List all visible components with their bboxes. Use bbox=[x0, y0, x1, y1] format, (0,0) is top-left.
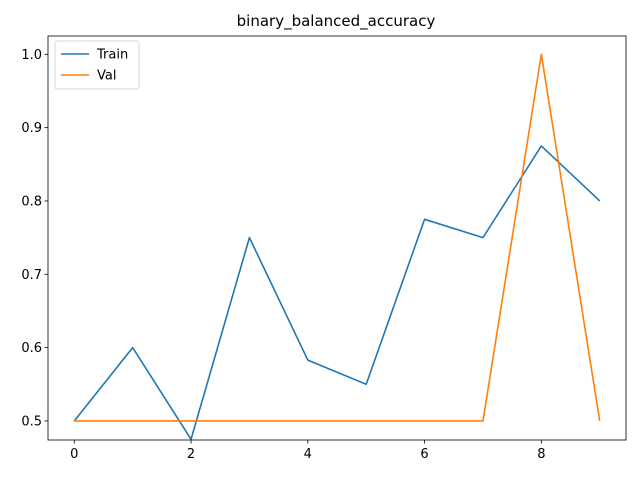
legend-box bbox=[54, 40, 140, 90]
chart-title: binary_balanced_accuracy bbox=[237, 12, 436, 31]
y-tick-label: 0.8 bbox=[21, 194, 42, 209]
legend-label-train: Train bbox=[96, 48, 128, 63]
legend-label-val: Val bbox=[97, 69, 116, 84]
y-tick-label: 0.9 bbox=[21, 121, 42, 136]
axes-frame bbox=[47, 35, 627, 441]
x-tick-label: 2 bbox=[187, 447, 195, 462]
x-tick-label: 4 bbox=[304, 447, 312, 462]
x-tick-label: 6 bbox=[420, 447, 428, 462]
series-line-val bbox=[74, 53, 601, 422]
x-tick-label: 8 bbox=[537, 447, 545, 462]
axes: 0 2 4 6 8 0.5 0.6 0.7 0.8 0.9 1.0 bbox=[21, 35, 627, 462]
y-tick-label: 0.7 bbox=[21, 268, 42, 283]
x-tick-label: 0 bbox=[70, 447, 78, 462]
legend: Train Val bbox=[54, 40, 140, 90]
plot-area bbox=[73, 53, 601, 441]
y-tick-label: 0.5 bbox=[21, 414, 42, 429]
y-tick-label: 0.6 bbox=[21, 341, 42, 356]
y-tick-label: 1.0 bbox=[21, 48, 42, 63]
series-line-train bbox=[73, 145, 601, 441]
